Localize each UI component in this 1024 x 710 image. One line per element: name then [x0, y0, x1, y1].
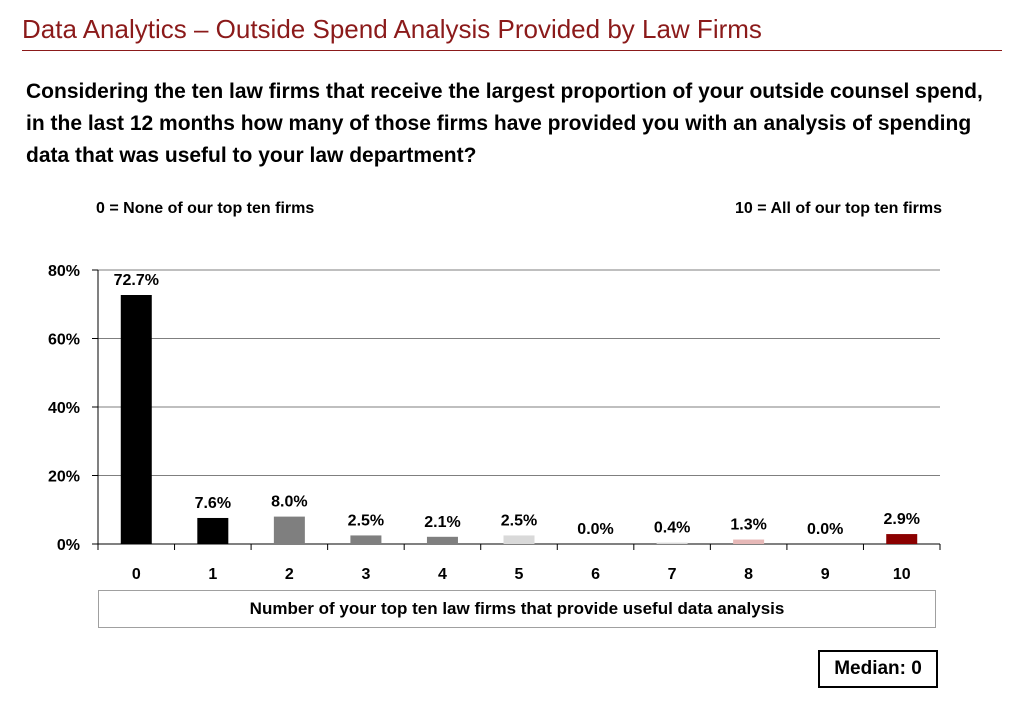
bar [503, 535, 535, 544]
x-tick-label: 5 [515, 566, 524, 583]
data-label: 2.5% [501, 512, 537, 529]
title-divider [22, 50, 1002, 51]
bar [733, 539, 765, 544]
bar [350, 535, 382, 544]
data-label: 0.0% [577, 521, 613, 538]
slide-title: Data Analytics – Outside Spend Analysis … [22, 14, 762, 44]
y-tick-label: 80% [48, 263, 80, 280]
data-label: 8.0% [271, 494, 307, 511]
median-badge: Median: 0 [818, 650, 938, 688]
survey-question: Considering the ten law firms that recei… [26, 80, 983, 167]
data-label: 2.9% [883, 511, 919, 528]
bar [886, 534, 918, 544]
data-label: 2.1% [424, 514, 460, 531]
x-tick-label: 9 [821, 566, 830, 583]
bar [426, 536, 458, 544]
bar [656, 542, 688, 544]
data-label: 1.3% [730, 517, 766, 534]
x-tick-label: 0 [132, 566, 141, 583]
scale-min-note: 0 = None of our top ten firms [96, 200, 315, 217]
bar [273, 516, 305, 544]
data-label: 0.4% [654, 520, 690, 537]
bar [197, 517, 229, 544]
x-tick-label: 3 [361, 566, 370, 583]
y-tick-label: 0% [57, 537, 80, 554]
x-tick-label: 7 [668, 566, 677, 583]
scale-max-note: 10 = All of our top ten firms [735, 200, 942, 217]
y-tick-label: 20% [48, 469, 80, 486]
x-tick-label: 1 [208, 566, 217, 583]
x-tick-label: 2 [285, 566, 294, 583]
data-label: 7.6% [195, 495, 231, 512]
x-tick-label: 6 [591, 566, 600, 583]
x-tick-label: 4 [438, 566, 447, 583]
data-label: 0.0% [807, 521, 843, 538]
bar [120, 295, 152, 544]
x-tick-label: 10 [893, 566, 911, 583]
x-axis-label: Number of your top ten law firms that pr… [98, 590, 936, 628]
data-label: 72.7% [114, 272, 159, 289]
y-tick-label: 40% [48, 400, 80, 417]
x-tick-label: 8 [744, 566, 753, 583]
data-label: 2.5% [348, 512, 384, 529]
y-tick-label: 60% [48, 332, 80, 349]
